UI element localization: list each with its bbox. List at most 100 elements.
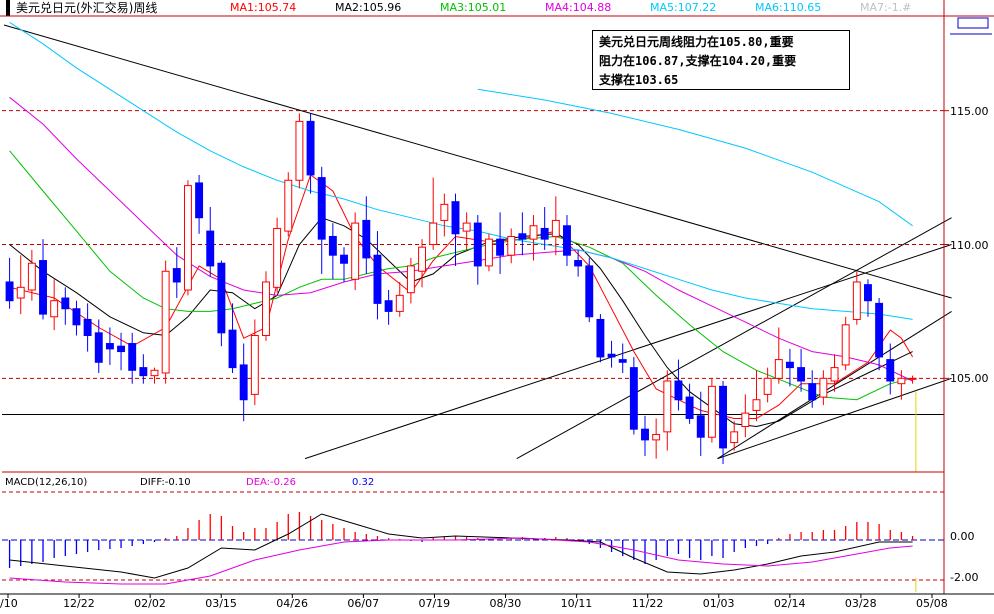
date-label: 12/22 — [63, 597, 95, 610]
candle-body-down — [384, 300, 393, 312]
candle-body-up — [429, 222, 438, 246]
candle-body-up — [351, 222, 360, 280]
candle-body-up — [462, 222, 471, 232]
date-label: 02/02 — [134, 597, 166, 610]
candles — [5, 113, 917, 472]
candle-body-down — [875, 302, 884, 358]
candle-body-down — [105, 343, 114, 350]
date-label: 03/15 — [205, 597, 237, 610]
candle-body-up — [774, 359, 783, 379]
candle-body-down — [641, 428, 649, 441]
candle-body-up — [752, 399, 761, 411]
date-label: 05/08 — [916, 597, 948, 610]
candle-body-up — [908, 377, 917, 380]
candle-body-down — [797, 367, 806, 382]
ma-line-ma6 — [477, 88, 913, 227]
candle-body-up — [16, 286, 25, 299]
date-label: 06/07 — [347, 597, 380, 610]
ma6-label: MA6:110.65 — [755, 1, 822, 14]
ma5-label: MA5:107.22 — [650, 1, 717, 14]
ma4-label: MA4:104.88 — [545, 1, 612, 14]
candle-body-down — [39, 260, 47, 315]
candle-body-up — [440, 203, 449, 221]
macd-diff-line — [9, 513, 913, 579]
candle-body-down — [618, 359, 627, 363]
candle-body-down — [83, 318, 92, 336]
candle-body-up — [27, 262, 36, 291]
candle-body-down — [306, 120, 315, 176]
macd-tick-0: 0.00 — [950, 530, 975, 543]
macd-tick-neg2: -2.00 — [950, 571, 978, 584]
candle-body-down — [206, 230, 215, 267]
candle-body-up — [50, 300, 59, 318]
candle-body-down — [696, 415, 705, 438]
candle-body-down — [117, 345, 126, 353]
candle-body-up — [763, 377, 772, 395]
ma2-label: MA2:105.96 — [335, 1, 402, 14]
candle-body-down — [808, 383, 817, 401]
candle-body-up — [830, 367, 839, 382]
date-label: /10 — [0, 597, 18, 610]
candle-body-down — [195, 182, 204, 219]
candle-body-down — [328, 235, 337, 256]
macd-diff-label: DIFF:-0.10 — [140, 477, 191, 488]
candle-body-down — [473, 222, 482, 267]
title-marker — [6, 0, 10, 16]
chart-title: 美元兑日元(外汇交易)周线 — [16, 1, 158, 15]
candle-body-up — [183, 185, 192, 291]
candle-body-down — [94, 332, 103, 363]
trend-line-1 — [304, 244, 952, 460]
candle-body-up — [707, 385, 716, 438]
macd-value-label: 0.32 — [352, 477, 375, 488]
candle-body-up — [484, 238, 493, 267]
candle-body-up — [295, 120, 304, 181]
candle-body-down — [886, 359, 895, 382]
ma-line-ma4 — [9, 96, 913, 382]
candle-body-down — [785, 361, 794, 369]
analysis-note: 美元兑日元周线阻力在105.80,重要 阻力在106.87,支撑在104.20,… — [592, 30, 850, 90]
date-label: 11/22 — [631, 597, 664, 610]
trend-line-2 — [516, 217, 952, 460]
ma3-label: MA3:105.01 — [440, 1, 507, 14]
candle-body-down — [518, 233, 527, 240]
price-tick-110: 110.00 — [950, 239, 989, 252]
ma-line-ma5 — [9, 21, 913, 320]
note-line-3: 支撑在103.65 — [599, 73, 679, 87]
candle-body-down — [585, 265, 594, 318]
candle-body-up — [529, 225, 538, 240]
candle-body-up — [652, 434, 661, 441]
candle-body-up — [730, 431, 739, 444]
candle-body-down — [128, 343, 137, 371]
candle-body-up — [418, 246, 427, 272]
candle-body-down — [496, 238, 505, 256]
candle-body-up — [250, 335, 259, 395]
date-label: 01/03 — [702, 597, 735, 610]
date-label: 08/30 — [489, 597, 522, 610]
candle-body-up — [406, 265, 415, 294]
date-label: 04/26 — [276, 597, 308, 610]
candle-body-up — [841, 324, 850, 366]
axes — [0, 0, 994, 598]
date-label: 07/19 — [418, 597, 451, 610]
price-tick-105: 105.00 — [950, 372, 989, 385]
candle-body-up — [507, 235, 516, 256]
candle-body-down — [685, 396, 694, 419]
candle-body-up — [551, 219, 560, 237]
candle-body-down — [629, 367, 638, 430]
candle-body-down — [139, 367, 148, 377]
candle-body-down — [607, 353, 616, 358]
ma-line-ma2 — [9, 217, 913, 428]
candle-body-up — [150, 369, 159, 377]
candle-body-up — [395, 294, 404, 312]
candle-body-down — [563, 225, 571, 256]
price-tick-115: 115.00 — [950, 105, 989, 118]
candle-body-up — [741, 412, 750, 427]
candle-body-down — [373, 254, 382, 304]
date-label: 03/28 — [844, 597, 877, 610]
candle-body-up — [897, 377, 906, 385]
candle-body-down — [596, 318, 605, 358]
candle-body-down — [864, 284, 872, 302]
candle-body-down — [228, 329, 237, 369]
